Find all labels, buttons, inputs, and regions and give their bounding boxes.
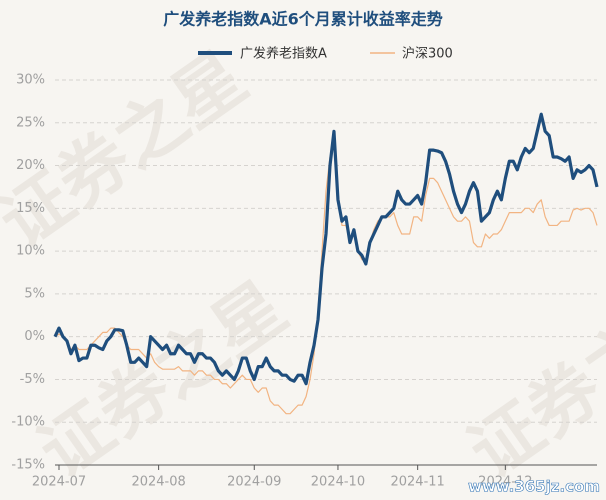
site-watermark: www.365jz.com [468,478,600,496]
x-tick-label: 2024-10 [311,475,365,490]
plot-area: -15% -10% -5% 0% 5% 10% 15% 20% 25% 30% 2024-07 202… [11,73,599,490]
x-tick-label: 2024-11 [390,475,444,490]
x-tick-label: 2024-09 [227,475,281,490]
watermark: 证券之星 [454,266,606,494]
legend-label: 沪深300 [402,46,453,62]
series-line [53,112,599,386]
chart-title: 广发养老指数A近6个月累计收益率走势 [163,10,443,29]
y-tick-label: 0% [24,329,45,344]
x-tick-label: 2024-12 [478,475,532,490]
legend-label: 广发养老指数A [240,46,327,62]
watermark: 证券之星 [24,266,300,494]
series-line [54,143,598,415]
y-tick-label: -10% [11,415,45,430]
y-tick-label: 10% [16,244,45,259]
y-tick-label: -5% [20,372,45,387]
x-tick-label: 2024-08 [131,475,185,490]
watermark: 证券之星 [0,36,261,264]
x-tick-label: 2024-07 [32,475,86,490]
y-tick-label: 25% [16,115,45,130]
y-tick-label: -15% [11,458,45,473]
y-tick-label: 30% [16,73,45,88]
y-tick-label: 20% [16,158,45,173]
y-tick-label: 5% [24,286,45,301]
y-tick-label: 15% [16,201,45,216]
watermarks: 证券之星 证券之星 证券之星 [0,36,606,494]
